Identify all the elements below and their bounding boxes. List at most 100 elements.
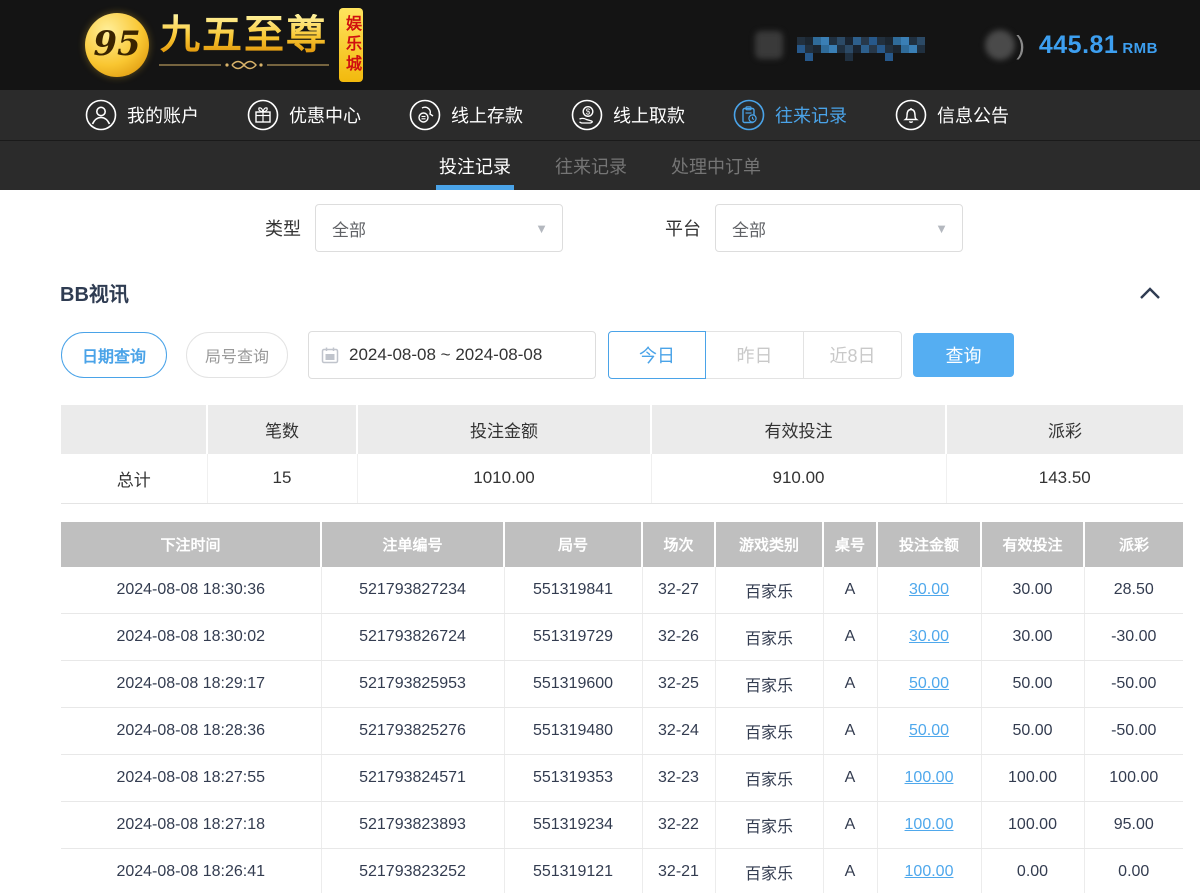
cell-bet-amount: 30.00	[877, 613, 982, 661]
cell-payout: 100.00	[1084, 754, 1183, 802]
summary-header-payout: 派彩	[946, 405, 1183, 454]
cell-session: 32-26	[642, 613, 716, 661]
col-valid-bet: 有效投注	[981, 521, 1085, 567]
cell-order-number: 521793826724	[321, 613, 505, 661]
announcement-bell-icon	[895, 99, 927, 131]
cell-bet-time: 2024-08-08 18:29:17	[61, 660, 322, 708]
cell-payout: -50.00	[1084, 707, 1183, 755]
cell-bet-time: 2024-08-08 18:27:18	[61, 801, 322, 849]
nav-item-announcements[interactable]: 信息公告	[895, 99, 1009, 131]
cell-payout: -50.00	[1084, 660, 1183, 708]
cell-game-type: 百家乐	[715, 848, 824, 893]
cell-table-number: A	[823, 660, 878, 708]
site-header: 95 九五至尊 娱乐城 ) 445.81 RMB	[0, 0, 1200, 90]
table-row: 2024-08-08 18:27:18 521793823893 551319234…	[61, 801, 1183, 849]
cell-bet-time: 2024-08-08 18:30:02	[61, 613, 322, 661]
quick-date-group: 今日 昨日 近8日	[608, 331, 902, 379]
nav-item-my-account[interactable]: 我的账户	[85, 99, 199, 131]
bet-amount-link[interactable]: 50.00	[908, 722, 950, 739]
record-tabs: 投注记录 往来记录 处理中订单	[0, 141, 1200, 190]
cell-game-type: 百家乐	[715, 801, 824, 849]
cell-session: 32-24	[642, 707, 716, 755]
cell-round-number: 551319480	[504, 707, 643, 755]
user-avatar	[754, 31, 783, 59]
content: 类型 全部 ▼ 平台 全部 ▼ BB视讯 日期查询 局号查询 2	[60, 204, 1183, 893]
nav-item-withdraw[interactable]: $ 线上取款	[571, 99, 685, 131]
svg-text:$: $	[586, 108, 591, 117]
col-table-number: 桌号	[823, 521, 878, 567]
today-button[interactable]: 今日	[608, 331, 706, 379]
cell-session: 32-23	[642, 754, 716, 802]
main-nav: 我的账户 优惠中心 线上存款 $ 线上取款	[0, 90, 1200, 141]
cell-round-number: 551319600	[504, 660, 643, 708]
search-button[interactable]: 查询	[913, 333, 1014, 377]
bet-amount-link[interactable]: 30.00	[908, 628, 950, 645]
cell-round-number: 551319841	[504, 566, 643, 614]
total-label: 总计	[61, 454, 208, 504]
tab-bet-records[interactable]: 投注记录	[436, 141, 514, 190]
col-session: 场次	[642, 521, 716, 567]
cell-game-type: 百家乐	[715, 660, 824, 708]
date-query-button[interactable]: 日期查询	[61, 332, 167, 378]
cell-game-type: 百家乐	[715, 707, 824, 755]
cell-table-number: A	[823, 801, 878, 849]
cell-table-number: A	[823, 848, 878, 893]
platform-select[interactable]: 全部 ▼	[715, 204, 963, 252]
summary-table: 笔数 投注金额 有效投注 派彩 总计 15 1010.00 910.00 143…	[61, 405, 1183, 504]
nav-item-transaction-records[interactable]: 往来记录	[733, 99, 847, 131]
cell-valid-bet: 30.00	[981, 566, 1085, 614]
cell-session: 32-27	[642, 566, 716, 614]
table-row: 2024-08-08 18:27:55 521793824571 551319353…	[61, 754, 1183, 802]
nav-item-promotions[interactable]: 优惠中心	[247, 99, 361, 131]
cell-order-number: 521793825953	[321, 660, 505, 708]
balance-coin-icon[interactable]: )	[984, 28, 1025, 62]
table-row: 2024-08-08 18:30:36 521793827234 551319841…	[61, 566, 1183, 614]
table-row: 2024-08-08 18:29:17 521793825953 551319600…	[61, 660, 1183, 708]
cell-valid-bet: 50.00	[981, 707, 1085, 755]
cell-bet-amount: 100.00	[877, 848, 982, 893]
bet-amount-link[interactable]: 100.00	[904, 816, 954, 833]
cell-bet-amount: 30.00	[877, 566, 982, 614]
chevron-up-icon	[1140, 286, 1160, 299]
calendar-icon	[321, 347, 339, 364]
date-range-input[interactable]: 2024-08-08 ~ 2024-08-08	[308, 331, 596, 379]
tab-transaction-records[interactable]: 往来记录	[555, 156, 627, 177]
bet-amount-link[interactable]: 50.00	[908, 675, 950, 692]
round-query-button[interactable]: 局号查询	[186, 332, 288, 378]
currency-label: RMB	[1122, 39, 1158, 57]
col-order-number: 注单编号	[321, 521, 505, 567]
nav-item-deposit[interactable]: 线上存款	[409, 99, 523, 131]
collapse-section-button[interactable]	[1139, 286, 1161, 300]
col-bet-time: 下注时间	[61, 521, 322, 567]
cell-session: 32-25	[642, 660, 716, 708]
cell-round-number: 551319234	[504, 801, 643, 849]
cell-bet-amount: 50.00	[877, 707, 982, 755]
cell-bet-time: 2024-08-08 18:26:41	[61, 848, 322, 893]
cell-bet-amount: 100.00	[877, 754, 982, 802]
site-logo[interactable]: 95 九五至尊 娱乐城	[85, 8, 395, 82]
bet-amount-link[interactable]: 100.00	[904, 769, 954, 786]
withdraw-icon: $	[571, 99, 603, 131]
cell-table-number: A	[823, 754, 878, 802]
bet-amount-link[interactable]: 100.00	[904, 863, 954, 880]
summary-header-count: 笔数	[207, 405, 358, 454]
tab-processing-orders[interactable]: 处理中订单	[671, 156, 761, 177]
last-8-days-button[interactable]: 近8日	[804, 331, 902, 379]
logo-monogram-icon: 95	[85, 13, 149, 77]
bet-amount-link[interactable]: 30.00	[908, 580, 950, 598]
cell-payout: -30.00	[1084, 613, 1183, 661]
cell-table-number: A	[823, 613, 878, 661]
total-bet-amount: 1010.00	[357, 454, 652, 504]
table-row: 2024-08-08 18:28:36 521793825276 551319480…	[61, 707, 1183, 755]
cell-bet-amount: 50.00	[877, 660, 982, 708]
cell-payout: 28.50	[1084, 566, 1183, 614]
cell-round-number: 551319729	[504, 613, 643, 661]
user-icon	[85, 99, 117, 131]
yesterday-button[interactable]: 昨日	[706, 331, 804, 379]
cell-valid-bet: 30.00	[981, 613, 1085, 661]
user-area: ) 445.81 RMB	[754, 28, 1158, 62]
brand-badge: 娱乐城	[339, 8, 363, 82]
type-select[interactable]: 全部 ▼	[315, 204, 563, 252]
total-valid-bet: 910.00	[651, 454, 947, 504]
section-header: BB视讯	[60, 278, 1183, 307]
